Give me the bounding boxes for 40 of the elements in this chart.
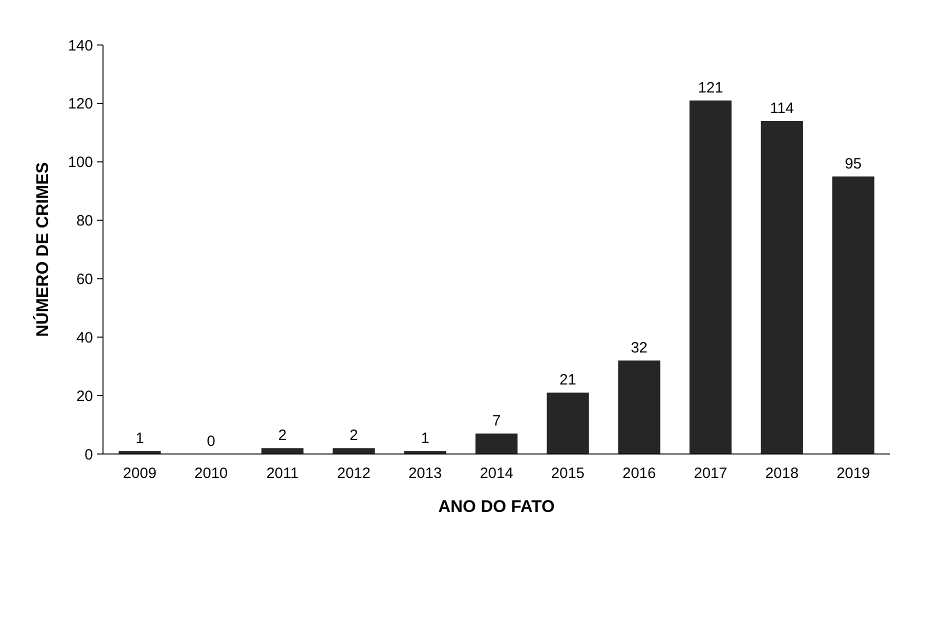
y-tick-label: 140 [68, 37, 93, 54]
x-tick-label: 2018 [765, 465, 799, 482]
data-label: 95 [844, 155, 862, 172]
x-tick-label: 2011 [266, 465, 299, 482]
y-tick-label: 40 [76, 329, 93, 346]
data-label: 2 [278, 427, 287, 444]
bar [261, 448, 304, 454]
y-tick-label: 100 [68, 154, 93, 172]
bar [832, 176, 874, 454]
x-tick-label: 2019 [836, 465, 870, 482]
x-tick-label: 2015 [551, 465, 585, 482]
y-tick-label: 80 [76, 212, 93, 230]
data-label: 2 [350, 427, 358, 444]
data-label: 1 [420, 430, 430, 448]
data-label: 114 [770, 100, 794, 117]
y-tick-label: 0 [84, 446, 93, 464]
bar [760, 120, 803, 454]
y-tick-label: 120 [68, 96, 93, 113]
x-tick-label: 2013 [408, 465, 442, 482]
x-tick-label: 2017 [694, 465, 728, 482]
x-tick-label: 2010 [194, 465, 228, 482]
x-tick-label: 2009 [123, 465, 156, 482]
x-tick-label: 2016 [622, 465, 656, 482]
data-label: 21 [560, 372, 576, 389]
bar [690, 100, 732, 454]
y-tick-label: 20 [76, 388, 93, 405]
x-tick-label: 2014 [480, 465, 514, 482]
y-tick-label: 60 [76, 270, 93, 288]
data-label: 121 [698, 80, 724, 97]
bar [546, 392, 589, 454]
bar [332, 448, 375, 454]
bar [475, 434, 518, 454]
data-label: 7 [492, 412, 501, 430]
bar [618, 360, 660, 454]
data-label: 32 [630, 340, 648, 357]
x-tick-label: 2012 [337, 465, 370, 482]
y-axis-title: NÚMERO DE CRIMES [32, 162, 52, 337]
data-label: 1 [136, 430, 144, 448]
data-label: 0 [206, 433, 216, 450]
x-axis-title: ANO DO FATO [438, 497, 555, 516]
